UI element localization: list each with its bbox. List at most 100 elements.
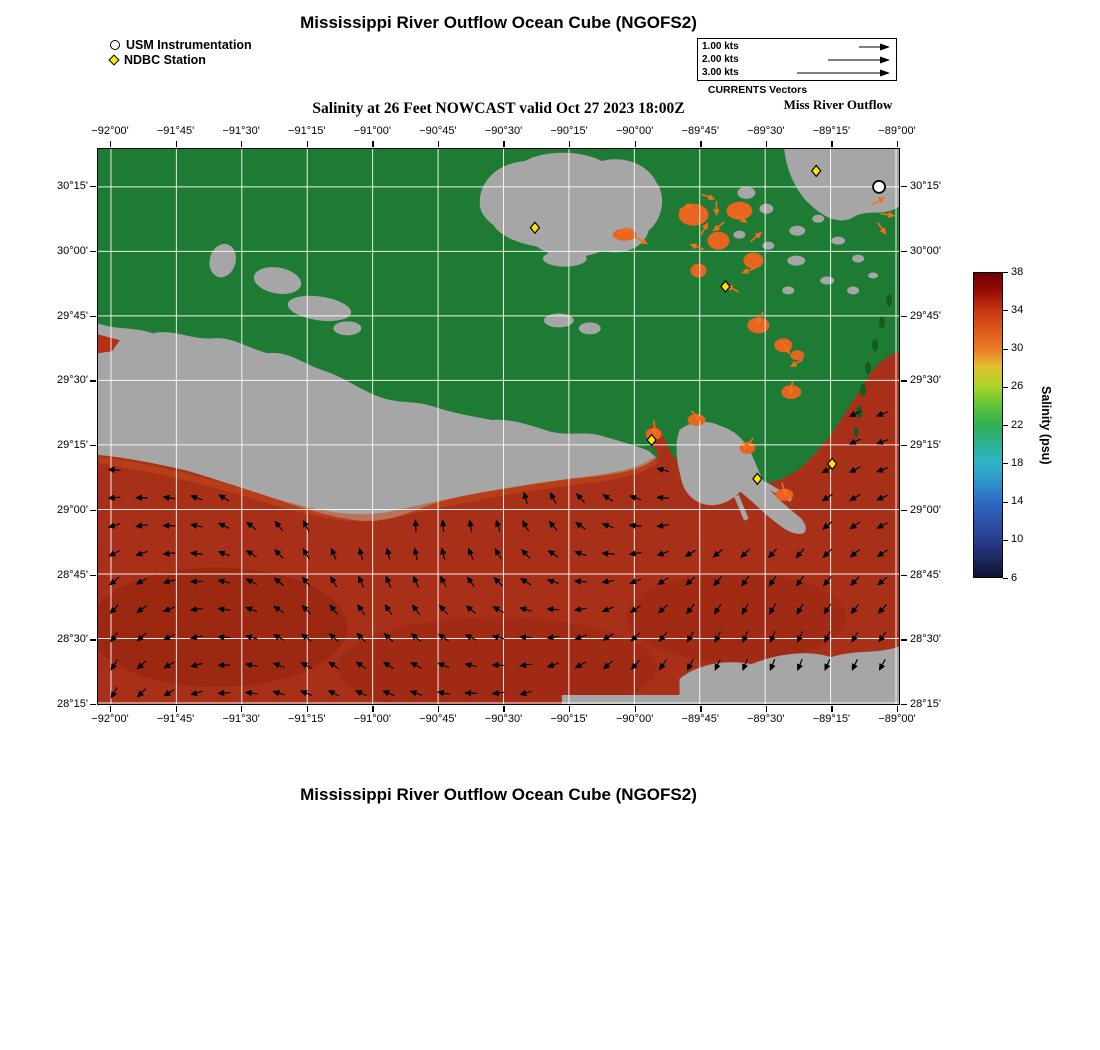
west-red-inlet bbox=[98, 334, 120, 354]
lat-tick-label-left: 30°00' bbox=[57, 244, 88, 257]
lat-tick-label-left: 30°15' bbox=[57, 180, 88, 192]
lon-tick-label-bottom: −89°15' bbox=[812, 713, 851, 725]
lon-tick-label-top: −89°15' bbox=[812, 125, 851, 137]
currents-vectors-caption: CURRENTS Vectors bbox=[707, 84, 808, 96]
lon-tick-mark-top bbox=[306, 141, 309, 147]
colorbar-tick-mark bbox=[1003, 501, 1008, 503]
lat-tick-label-left: 29°15' bbox=[57, 439, 88, 451]
vector-scale-speed-label: 3.00 kts bbox=[702, 67, 739, 78]
lon-tick-label-bottom: −91°45' bbox=[156, 713, 195, 725]
lon-tick-mark-bottom bbox=[765, 706, 768, 712]
vector-scale-arrow bbox=[859, 43, 890, 50]
lat-tick-mark-left bbox=[90, 250, 96, 253]
lon-tick-label-top: −89°45' bbox=[681, 125, 719, 137]
usm-circle-icon bbox=[110, 39, 120, 50]
lat-tick-mark-left bbox=[90, 380, 96, 382]
lon-tick-label-top: −89°30' bbox=[747, 125, 785, 137]
current-vector-scale-box: 1.00 kts 2.00 kts 3.00 kts bbox=[697, 38, 897, 81]
map-canvas bbox=[98, 149, 899, 704]
gulf-current-vectors bbox=[107, 410, 889, 699]
lat-tick-mark-left bbox=[90, 704, 96, 706]
lon-tick-mark-bottom bbox=[437, 706, 440, 712]
lon-tick-mark-bottom bbox=[372, 706, 374, 712]
lat-tick-mark-right bbox=[901, 250, 907, 253]
colorbar-tick-mark bbox=[1003, 539, 1008, 541]
lat-tick-mark-right bbox=[901, 639, 907, 641]
main-title-bottom: Mississippi River Outflow Ocean Cube (NG… bbox=[300, 785, 697, 804]
lon-tick-label-bottom: −92°00' bbox=[91, 713, 129, 725]
lon-tick-label-top: −90°30' bbox=[484, 125, 523, 137]
colorbar-tick-label: 26 bbox=[1011, 380, 1024, 393]
lat-tick-label-right: 29°30' bbox=[910, 374, 941, 387]
lat-tick-label-right: 29°00' bbox=[910, 503, 941, 516]
lon-tick-label-bottom: −89°30' bbox=[747, 713, 785, 725]
colorbar-tick-label: 10 bbox=[1011, 533, 1024, 546]
lat-tick-mark-left bbox=[90, 445, 96, 447]
lon-tick-label-top: −89°00' bbox=[878, 125, 916, 137]
colorbar-tick-label: 22 bbox=[1011, 418, 1024, 431]
vector-scale-arrow bbox=[828, 56, 890, 63]
lon-tick-label-top: −91°30' bbox=[222, 125, 260, 137]
lat-tick-label-right: 28°45' bbox=[910, 568, 941, 581]
colorbar bbox=[973, 272, 1003, 578]
lon-tick-label-top: −91°00' bbox=[353, 125, 392, 137]
marsh-islands-east bbox=[733, 186, 879, 295]
ndbc-station-marker bbox=[646, 433, 657, 447]
lon-tick-mark-bottom bbox=[306, 706, 309, 712]
lon-tick-mark-top bbox=[175, 141, 177, 147]
colorbar-tick-mark bbox=[1003, 386, 1008, 388]
lon-tick-mark-top bbox=[569, 141, 571, 147]
lat-tick-mark-right bbox=[901, 509, 907, 512]
lon-tick-mark-bottom bbox=[503, 706, 505, 712]
lat-tick-mark-right bbox=[901, 186, 907, 188]
lat-tick-label-left: 29°45' bbox=[57, 309, 88, 322]
legend-row-ndbc: NDBC Station bbox=[108, 52, 252, 67]
nearshore-salinity-band bbox=[98, 456, 659, 522]
lon-tick-label-bottom: −91°15' bbox=[288, 713, 326, 725]
legend-ndbc-label: NDBC Station bbox=[124, 52, 206, 67]
colorbar-tick-label: 14 bbox=[1011, 495, 1024, 507]
usm-station-marker bbox=[872, 179, 886, 194]
station-markers bbox=[529, 164, 886, 486]
north-shore-spit bbox=[542, 250, 587, 267]
colorbar-tick-mark bbox=[1003, 310, 1008, 312]
colorbar-tick-mark bbox=[1003, 425, 1008, 427]
colorbar-tick-label: 6 bbox=[1011, 571, 1018, 584]
map-frame bbox=[97, 148, 900, 705]
miss-river-outflow-caption: Miss River Outflow bbox=[783, 97, 893, 112]
lon-tick-label-bottom: −90°15' bbox=[550, 713, 588, 725]
lon-tick-mark-bottom bbox=[569, 706, 571, 712]
lat-tick-mark-right bbox=[901, 574, 907, 576]
lon-tick-mark-top bbox=[700, 141, 702, 147]
ndbc-station-marker bbox=[752, 472, 763, 486]
colorbar-tick-mark bbox=[1003, 272, 1008, 274]
lat-tick-mark-right bbox=[901, 380, 907, 382]
lon-tick-label-top: −90°00' bbox=[615, 125, 654, 137]
southeast-land-edge bbox=[679, 646, 899, 704]
lon-tick-mark-top bbox=[831, 141, 833, 147]
lon-tick-label-bottom: −91°30' bbox=[222, 713, 260, 725]
lon-tick-mark-bottom bbox=[241, 706, 243, 712]
mississippi-coast-landmass bbox=[784, 149, 899, 221]
lon-tick-label-top: −92°00' bbox=[91, 125, 129, 137]
ndbc-station-marker bbox=[720, 280, 731, 293]
inland-islands bbox=[209, 243, 601, 336]
colorbar-title: Salinity (psu) bbox=[1039, 385, 1053, 465]
lat-tick-label-right: 29°45' bbox=[910, 309, 941, 322]
lon-tick-mark-bottom bbox=[175, 706, 177, 712]
vector-scale-row: 3.00 kts bbox=[702, 67, 892, 79]
colorbar-tick-mark bbox=[1003, 463, 1008, 465]
lat-tick-mark-left bbox=[90, 639, 96, 641]
lon-tick-label-bottom: −90°45' bbox=[419, 713, 457, 725]
lat-tick-label-right: 29°15' bbox=[910, 439, 941, 451]
ndbc-station-marker bbox=[826, 457, 838, 471]
lat-tick-label-right: 30°00' bbox=[910, 244, 941, 257]
marker-legend: USM Instrumentation NDBC Station bbox=[108, 37, 252, 67]
colorbar-tick-mark bbox=[1003, 578, 1008, 580]
lon-tick-label-bottom: −89°45' bbox=[681, 713, 719, 725]
lat-tick-mark-right bbox=[901, 315, 907, 317]
main-title-top: Mississippi River Outflow Ocean Cube (NG… bbox=[300, 13, 697, 32]
lon-tick-mark-top bbox=[437, 141, 440, 147]
vector-scale-row: 2.00 kts bbox=[702, 54, 892, 66]
lon-tick-mark-bottom bbox=[634, 706, 636, 712]
